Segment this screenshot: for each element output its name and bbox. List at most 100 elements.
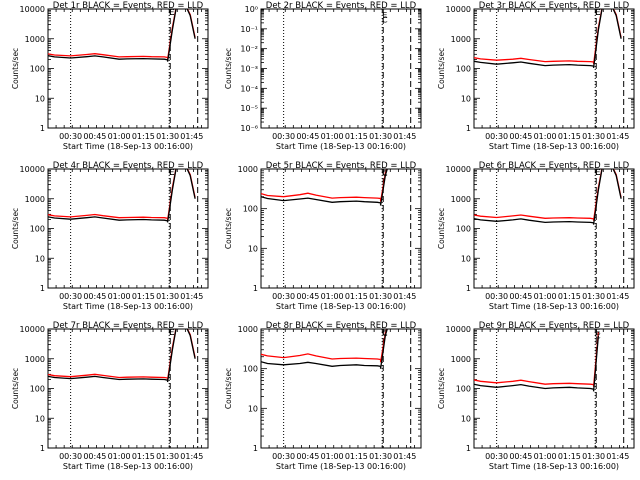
x-axis-label: Start Time (18-Sep-13 00:16:00) — [489, 462, 619, 471]
x-tick-label: 01:00 — [321, 292, 344, 301]
chart-panel-4: Det 4r BLACK = Events, RED = LLD 1 10 100 10… — [11, 161, 209, 311]
y-tick-label: 10⁻⁵ — [240, 104, 258, 113]
x-tick-label: 01:30 — [369, 132, 392, 141]
marker-c: C — [382, 169, 388, 178]
marker-e: E — [382, 328, 387, 337]
x-tick-label: 00:45 — [83, 292, 106, 301]
x-axis-label: Start Time (18-Sep-13 00:16:00) — [63, 302, 193, 311]
y-tick-label: 100 — [30, 225, 45, 234]
series-line-lld — [474, 331, 600, 387]
x-tick-label: 00:30 — [485, 292, 508, 301]
x-tick-label: 00:30 — [59, 132, 82, 141]
chart-panel-9: Det 9r BLACK = Events, RED = LLD 1 10 100 10… — [437, 321, 635, 471]
x-tick-label: 00:30 — [485, 452, 508, 461]
marker-c: C — [382, 15, 388, 24]
y-axis-label: Counts/sec — [11, 208, 20, 249]
x-tick-label: 00:45 — [296, 452, 319, 461]
y-tick-label: 1 — [466, 124, 471, 133]
marker-c: C — [169, 328, 175, 337]
series-line-events — [474, 169, 622, 225]
chart-panel-8: Det 8r BLACK = Events, RED = LLD 1 10 100 10… — [224, 321, 422, 471]
x-tick-label: 01:15 — [132, 292, 155, 301]
chart-title: Det 4r BLACK = Events, RED = LLD — [53, 161, 204, 171]
series-line-lld — [261, 169, 388, 202]
y-tick-label: 1000 — [451, 355, 471, 364]
y-tick-label: 10 — [35, 94, 45, 103]
chart-panel-1: Det 1r BLACK = Events, RED = LLD 1 10 100 10… — [11, 1, 209, 151]
x-tick-label: 01:00 — [534, 452, 557, 461]
x-axis-label: Start Time (18-Sep-13 00:16:00) — [63, 462, 193, 471]
chart-title: Det 7r BLACK = Events, RED = LLD — [53, 321, 204, 331]
marker-c: C — [169, 168, 175, 177]
chart-title: Det 5r BLACK = Events, RED = LLD — [266, 161, 417, 171]
x-tick-label: 01:15 — [558, 452, 581, 461]
y-axis-label: Counts/sec — [437, 368, 446, 409]
x-tick-label: 01:30 — [156, 292, 179, 301]
y-tick-label: 10⁻⁶ — [240, 124, 258, 133]
x-tick-label: 01:00 — [108, 292, 131, 301]
plot-frame — [473, 168, 635, 289]
marker-c: C — [169, 8, 175, 17]
plot-frame — [47, 328, 209, 449]
y-tick-label: 1000 — [238, 325, 258, 334]
x-tick-label: 01:45 — [606, 452, 629, 461]
plot-frame — [260, 168, 422, 289]
y-axis-label: Counts/sec — [437, 48, 446, 89]
series-line-events — [261, 329, 388, 369]
x-tick-label: 01:45 — [180, 452, 203, 461]
y-tick-label: 100 — [456, 65, 471, 74]
x-tick-label: 01:30 — [582, 292, 605, 301]
x-tick-label: 00:30 — [59, 452, 82, 461]
y-tick-label: 10⁻² — [240, 45, 258, 54]
series-line-lld — [474, 9, 622, 65]
y-tick-label: 10⁰ — [245, 5, 258, 14]
x-tick-label: 00:45 — [509, 452, 532, 461]
chart-panel-5: Det 5r BLACK = Events, RED = LLD 1 10 100 10… — [224, 161, 422, 311]
marker-c: C — [595, 8, 601, 17]
x-tick-label: 01:30 — [156, 132, 179, 141]
chart-title: Det 6r BLACK = Events, RED = LLD — [479, 161, 630, 171]
x-tick-label: 01:15 — [132, 452, 155, 461]
chart-panel-2: Det 2r BLACK = Events, RED = LLD 10⁻⁶ 10⁻⁵… — [224, 1, 422, 151]
x-tick-label: 00:45 — [83, 132, 106, 141]
series-line-events — [48, 9, 196, 62]
x-tick-label: 01:30 — [582, 452, 605, 461]
y-tick-label: 1000 — [451, 35, 471, 44]
y-tick-label: 100 — [456, 385, 471, 394]
x-axis-label: Start Time (18-Sep-13 00:16:00) — [276, 302, 406, 311]
y-tick-label: 100 — [243, 205, 258, 214]
y-tick-label: 1 — [40, 124, 45, 133]
marker-e: E — [595, 8, 600, 17]
y-tick-label: 10 — [35, 414, 45, 423]
y-tick-label: 10⁻⁴ — [240, 84, 258, 93]
y-tick-label: 1000 — [25, 195, 45, 204]
y-tick-label: 1 — [253, 444, 258, 453]
y-tick-label: 1000 — [25, 35, 45, 44]
x-tick-label: 00:45 — [83, 452, 106, 461]
x-tick-label: 00:45 — [296, 292, 319, 301]
marker-c: C — [595, 168, 601, 177]
x-tick-label: 01:15 — [558, 292, 581, 301]
x-tick-label: 01:15 — [345, 452, 368, 461]
y-tick-label: 10000 — [446, 5, 471, 14]
series-line-events — [474, 335, 600, 392]
y-tick-label: 10000 — [20, 165, 45, 174]
x-tick-label: 01:30 — [369, 452, 392, 461]
y-tick-label: 10⁻¹ — [240, 25, 258, 34]
x-axis-label: Start Time (18-Sep-13 00:16:00) — [276, 142, 406, 151]
x-tick-label: 01:00 — [108, 132, 131, 141]
chart-title: Det 2r BLACK = Events, RED = LLD — [266, 1, 417, 11]
chart-panel-6: Det 6r BLACK = Events, RED = LLD 1 10 100 10… — [437, 161, 635, 311]
chart-panel-3: Det 3r BLACK = Events, RED = LLD 1 10 100 10… — [437, 1, 635, 151]
x-tick-label: 01:00 — [321, 132, 344, 141]
y-axis-label: Counts/sec — [224, 368, 233, 409]
x-tick-label: 01:00 — [321, 452, 344, 461]
x-tick-label: 01:45 — [180, 292, 203, 301]
y-tick-label: 100 — [456, 225, 471, 234]
y-tick-label: 100 — [30, 385, 45, 394]
marker-e: E — [382, 168, 387, 177]
x-tick-label: 01:15 — [558, 132, 581, 141]
plot-frame — [260, 8, 422, 129]
series-line-lld — [474, 169, 622, 221]
